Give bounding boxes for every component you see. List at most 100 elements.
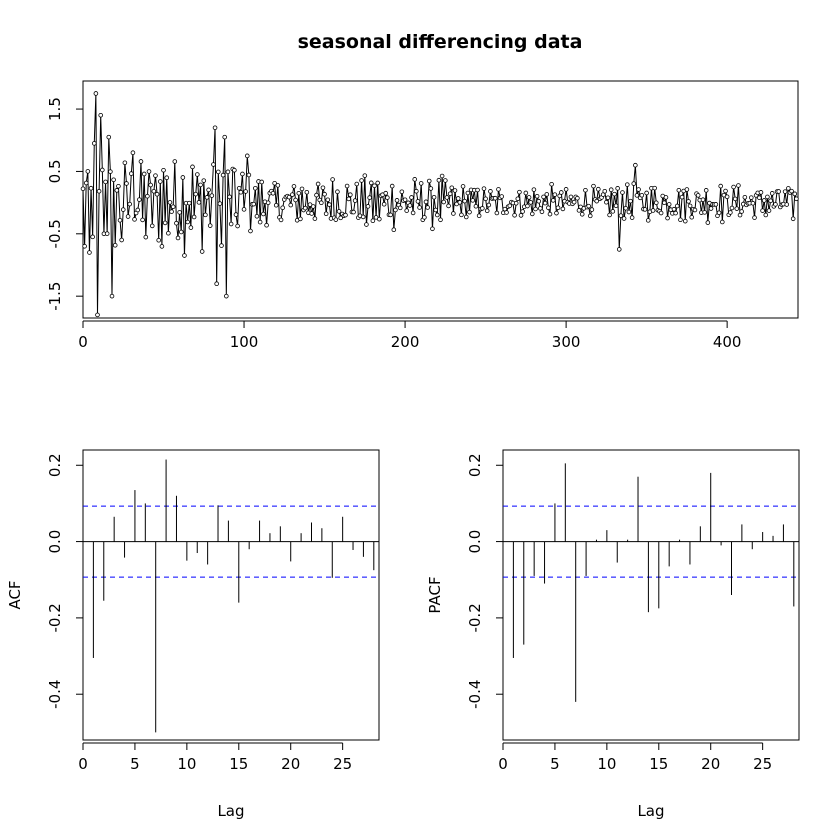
data-point [122, 160, 128, 166]
data-point [153, 173, 158, 178]
data-point [742, 195, 748, 200]
data-point [399, 189, 405, 195]
data-point [209, 193, 215, 198]
data-point [629, 215, 635, 220]
data-point [410, 210, 416, 216]
y-tick-label: -0.4 [466, 680, 484, 709]
data-point [425, 205, 430, 210]
data-point [391, 227, 397, 233]
data-point [525, 203, 530, 209]
data-point [336, 209, 342, 214]
data-point [364, 222, 369, 227]
data-point [385, 195, 390, 200]
x-tick-label: 10 [597, 755, 616, 773]
data-point [193, 191, 199, 197]
data-point [608, 187, 614, 193]
data-point [325, 197, 331, 203]
data-point [116, 183, 121, 189]
data-point [776, 189, 781, 194]
data-point [172, 159, 178, 164]
data-point [177, 210, 182, 215]
data-point [623, 206, 628, 211]
acf-bars [83, 459, 379, 733]
series-line [80, 91, 799, 318]
data-point [460, 184, 466, 189]
data-point [671, 206, 677, 212]
data-point [536, 198, 542, 204]
data-point [151, 188, 157, 194]
data-point [261, 211, 266, 217]
data-point [129, 171, 134, 176]
data-point [388, 212, 393, 218]
data-point [359, 178, 364, 183]
data-point [757, 195, 762, 201]
data-point [731, 184, 736, 190]
data-point [736, 183, 741, 188]
data-point [246, 172, 252, 178]
data-point [662, 200, 667, 206]
data-point [185, 219, 190, 225]
data-point [792, 191, 798, 197]
data-point [148, 182, 153, 188]
data-point [748, 195, 754, 200]
data-point [206, 187, 211, 193]
data-point [729, 205, 735, 211]
data-point [713, 202, 719, 207]
data-point [188, 225, 194, 230]
data-point [225, 169, 231, 175]
x-tick-label: 15 [649, 755, 668, 773]
x-tick-label: 100 [230, 333, 259, 351]
x-axis-label: Lag [637, 802, 664, 820]
data-point [186, 200, 192, 206]
data-point [481, 186, 487, 191]
data-point [723, 188, 728, 194]
data-point [96, 188, 102, 194]
x-tick-label: 10 [177, 755, 196, 773]
data-point [135, 207, 141, 213]
acf-panel: 0 5 10 15 20 25 -0.4 -0.2 0.0 0.2 Lag ACF [6, 449, 380, 820]
data-point [190, 164, 195, 170]
data-point [167, 200, 173, 205]
data-point [227, 194, 232, 200]
data-point [222, 134, 228, 140]
data-point [100, 167, 105, 173]
data-point [676, 187, 682, 193]
data-point [449, 185, 455, 191]
data-point [180, 175, 186, 180]
data-point [434, 212, 440, 218]
plot-frame [502, 449, 800, 741]
y-axis: -0.4 -0.2 0.0 0.2 [46, 453, 84, 709]
data-point [587, 213, 593, 219]
data-point [734, 206, 740, 211]
data-point [541, 194, 546, 200]
data-point [463, 214, 469, 220]
data-point [645, 218, 651, 223]
data-point [475, 187, 480, 193]
data-point [381, 201, 387, 207]
data-point [529, 211, 535, 217]
data-point [666, 202, 672, 207]
data-point [304, 189, 310, 195]
pacf-panel: 0 5 10 15 20 25 -0.4 -0.2 0.0 0.2 Lag PACF [426, 449, 800, 820]
data-point [196, 200, 202, 205]
data-point [613, 203, 619, 209]
data-point [286, 194, 292, 200]
data-point [241, 207, 247, 212]
data-point [375, 180, 381, 186]
data-point [687, 203, 693, 209]
data-point [486, 202, 492, 208]
data-point [111, 177, 116, 183]
data-point [684, 187, 690, 192]
data-point [507, 203, 513, 209]
x-tick-label: 5 [550, 755, 560, 773]
data-point [549, 181, 554, 187]
y-tick-label: 0.0 [46, 530, 64, 554]
data-point [686, 199, 691, 204]
data-point [467, 209, 472, 215]
y-axis: -1.5 -0.5 0.5 1.5 [46, 97, 84, 311]
data-point [397, 205, 403, 211]
data-point [352, 198, 358, 203]
data-point [310, 204, 316, 209]
data-point [117, 217, 123, 223]
